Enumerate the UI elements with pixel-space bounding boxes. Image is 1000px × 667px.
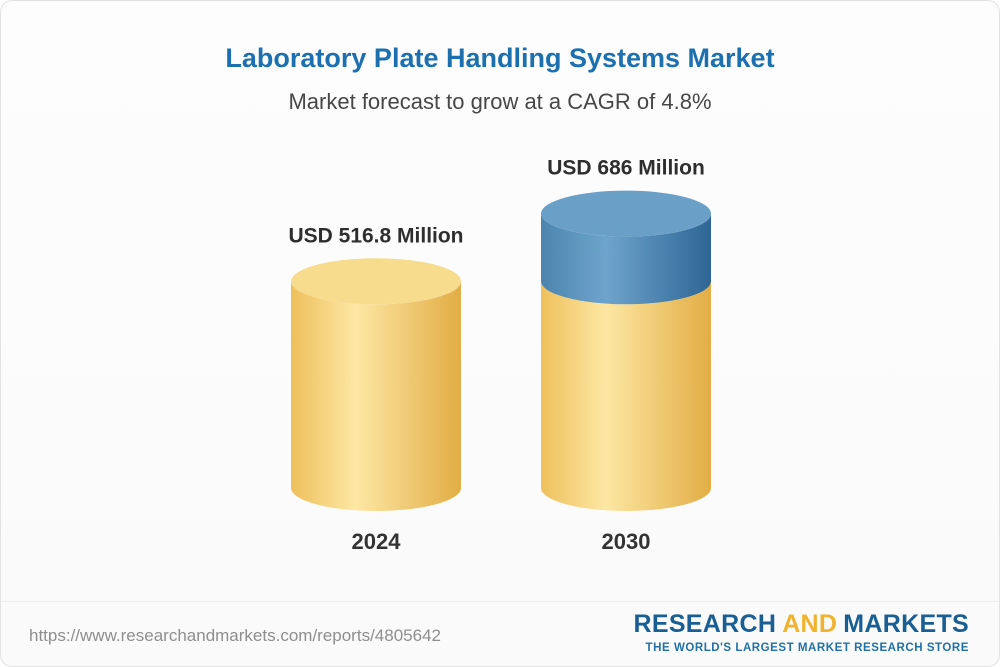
logo-word-research: RESEARCH [633, 610, 777, 638]
chart-subtitle: Market forecast to grow at a CAGR of 4.8… [288, 89, 712, 114]
chart-title: Laboratory Plate Handling Systems Market [225, 43, 775, 73]
logo-tagline: THE WORLD'S LARGEST MARKET RESEARCH STOR… [645, 642, 969, 654]
cylinder-segment-yellow-2030 [541, 281, 711, 511]
research-and-markets-logo: RESEARCH AND MARKETS THE WORLD'S LARGEST M… [634, 610, 970, 654]
cylinder-segment-yellow-2024 [291, 281, 461, 511]
category-label-2024: 2024 [352, 529, 402, 554]
logo-wordmark: RESEARCH AND MARKETS [634, 610, 970, 639]
cylinder-cap-2024 [291, 258, 461, 305]
value-label-2024: USD 516.8 Million [288, 224, 463, 247]
logo-word-markets: MARKETS [843, 610, 969, 638]
logo-word-and: AND [782, 610, 838, 638]
cylinder-segment-blue-2030 [541, 213, 711, 305]
category-label-2030: 2030 [602, 529, 651, 554]
cylinder-cap-2030 [541, 190, 711, 237]
value-label-2030: USD 686 Million [547, 157, 705, 180]
report-url: https://www.researchandmarkets.com/repor… [29, 626, 441, 645]
footer-divider [1, 601, 999, 602]
